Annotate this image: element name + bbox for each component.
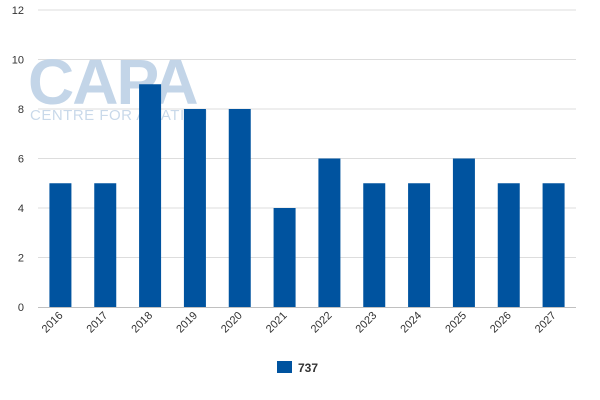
- x-axis-ticks: 2016 2017 2018 2019 2020 2021 2022 2023 2024 2025…: [40, 310, 559, 336]
- bar-2027: [542, 183, 565, 307]
- bar-2022: [318, 158, 341, 307]
- bar-2019: [183, 109, 206, 307]
- x-tick-label: 2025: [443, 310, 469, 336]
- bar-2017: [94, 183, 117, 307]
- x-tick-label: 2021: [264, 310, 290, 336]
- x-tick-label: 2022: [309, 310, 335, 336]
- gridlines: [38, 9, 576, 258]
- x-tick-label: 2017: [85, 310, 111, 336]
- x-tick-label: 2016: [40, 310, 66, 336]
- watermark-tagline: CENTRE FOR AVIATION: [30, 107, 208, 124]
- x-tick-label: 2023: [354, 310, 380, 336]
- watermark: CAPA CENTRE FOR AVIATION: [28, 46, 208, 124]
- bars: [49, 84, 565, 307]
- bar-2024: [408, 183, 431, 307]
- bar-2026: [497, 183, 520, 307]
- bar-2020: [228, 109, 251, 307]
- bar-2021: [273, 208, 296, 307]
- legend-label: 737: [298, 361, 318, 375]
- x-tick-label: 2018: [129, 310, 155, 336]
- bar-2016: [49, 183, 72, 307]
- y-tick-label: 4: [18, 203, 24, 215]
- bar-2018: [139, 84, 162, 307]
- bar-2023: [363, 183, 386, 307]
- legend-swatch: [277, 361, 292, 373]
- legend: 737: [277, 361, 318, 375]
- y-tick-label: 0: [18, 302, 24, 314]
- y-tick-label: 2: [18, 253, 24, 265]
- x-tick-label: 2020: [219, 310, 245, 336]
- y-axis-ticks: 0 2 4 6 8 10 12: [12, 5, 24, 314]
- y-tick-label: 12: [12, 5, 24, 17]
- x-tick-label: 2026: [488, 310, 514, 336]
- y-tick-label: 6: [18, 154, 24, 166]
- x-tick-label: 2024: [398, 310, 424, 336]
- x-tick-label: 2027: [533, 310, 559, 336]
- y-tick-label: 10: [12, 55, 24, 67]
- watermark-brand: CAPA: [28, 46, 197, 118]
- x-tick-label: 2019: [174, 310, 200, 336]
- bar-2025: [452, 158, 475, 307]
- y-tick-label: 8: [18, 104, 24, 116]
